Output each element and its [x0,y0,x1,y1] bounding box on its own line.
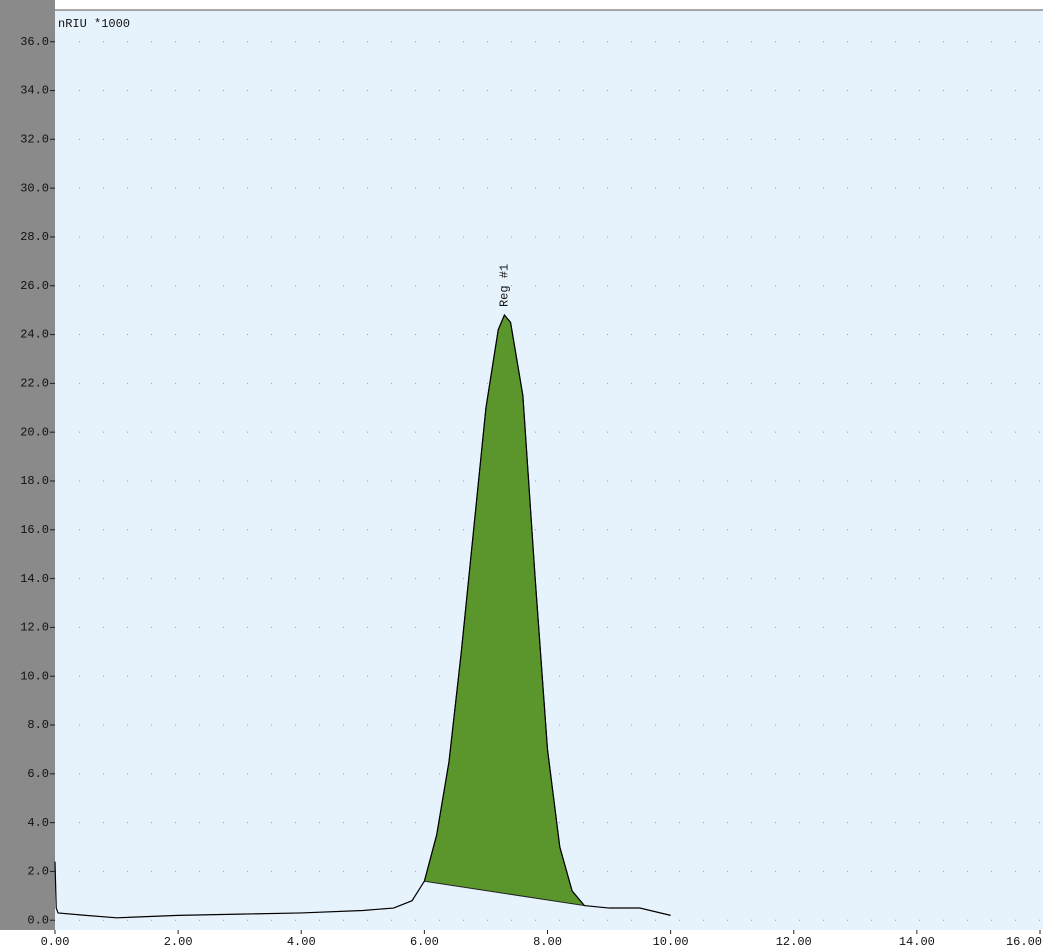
y-tick-label: 34.0 [20,84,49,98]
y-tick-label: 32.0 [20,133,49,147]
y-tick-label: 4.0 [27,816,49,830]
x-tick-label: 4.00 [287,935,316,949]
y-tick-label: 14.0 [20,572,49,586]
peak-label: Reg #1 [498,264,512,307]
x-tick-label: 0.00 [41,935,70,949]
x-tick-label: 6.00 [410,935,439,949]
y-axis-strip [0,0,55,930]
y-tick-label: 12.0 [20,621,49,635]
x-tick-label: 2.00 [164,935,193,949]
y-axis-label: nRIU *1000 [58,17,130,31]
x-tick-label: 10.00 [653,935,689,949]
x-tick-label: 14.00 [899,935,935,949]
y-tick-label: 16.0 [20,523,49,537]
x-tick-label: 12.00 [776,935,812,949]
y-tick-label: 2.0 [27,865,49,879]
x-tick-label: 16.00 [1006,935,1042,949]
y-tick-label: 24.0 [20,328,49,342]
y-tick-label: 28.0 [20,230,49,244]
x-tick-label: 8.00 [533,935,562,949]
y-tick-label: 0.0 [27,913,49,927]
y-tick-label: 6.0 [27,767,49,781]
trace-line [54,313,671,919]
y-tick-label: 10.0 [20,669,49,683]
y-tick-label: 8.0 [27,718,49,732]
y-tick-label: 20.0 [20,425,49,439]
y-tick-label: 36.0 [20,35,49,49]
y-tick-label: 30.0 [20,181,49,195]
y-tick-label: 18.0 [20,474,49,488]
y-tick-label: 26.0 [20,279,49,293]
y-tick-label: 22.0 [20,377,49,391]
